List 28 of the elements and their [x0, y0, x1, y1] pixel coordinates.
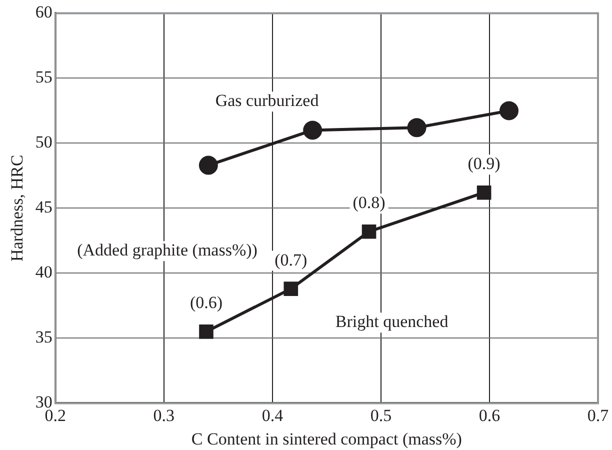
y-tick-label: 60: [35, 2, 52, 22]
y-axis-title: Hardness, HRC: [8, 154, 27, 262]
annotation: (Added graphite (mass%)): [77, 240, 258, 260]
x-axis-title: C Content in sintered compact (mass%): [191, 429, 462, 448]
annotation: (0.7): [274, 250, 308, 270]
y-tick-label: 45: [35, 198, 52, 217]
point: [500, 101, 519, 120]
annotation: Gas curburized: [215, 91, 320, 110]
x-tick-label: 0.6: [478, 406, 500, 425]
y-tick-label: 50: [35, 132, 52, 152]
point: [476, 185, 492, 200]
y-tick-label: 55: [35, 68, 52, 87]
x-tick-label: 0.5: [370, 406, 392, 425]
point: [362, 224, 376, 239]
annotation: (0.6): [190, 293, 223, 312]
point: [407, 118, 426, 138]
annotation: (0.9): [468, 154, 500, 174]
point: [198, 156, 218, 175]
point: [303, 120, 322, 140]
y-tick-label: 35: [35, 328, 52, 347]
annotation: (0.8): [352, 193, 386, 212]
point: [199, 324, 214, 339]
x-tick-label: 0.3: [153, 406, 175, 425]
point: [284, 282, 298, 296]
annotation: Bright quenched: [335, 312, 449, 332]
x-tick-label: 0.7: [587, 406, 610, 425]
y-tick-label: 40: [35, 262, 52, 282]
x-tick-label: 0.4: [262, 406, 284, 425]
